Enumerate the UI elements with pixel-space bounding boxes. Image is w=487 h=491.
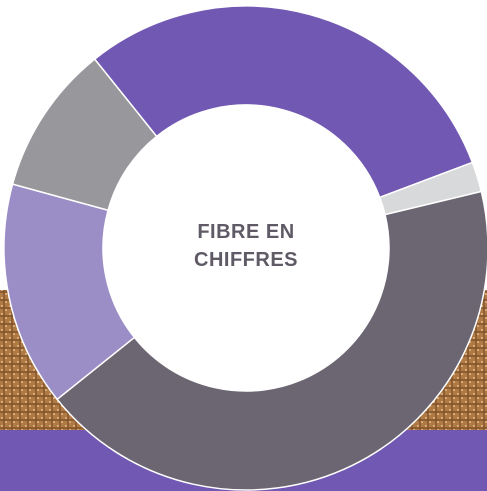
donut-hole — [103, 105, 389, 391]
center-title: FIBRE EN CHIFFRES — [194, 221, 298, 271]
donut — [3, 5, 487, 491]
donut-slice — [56, 190, 487, 491]
